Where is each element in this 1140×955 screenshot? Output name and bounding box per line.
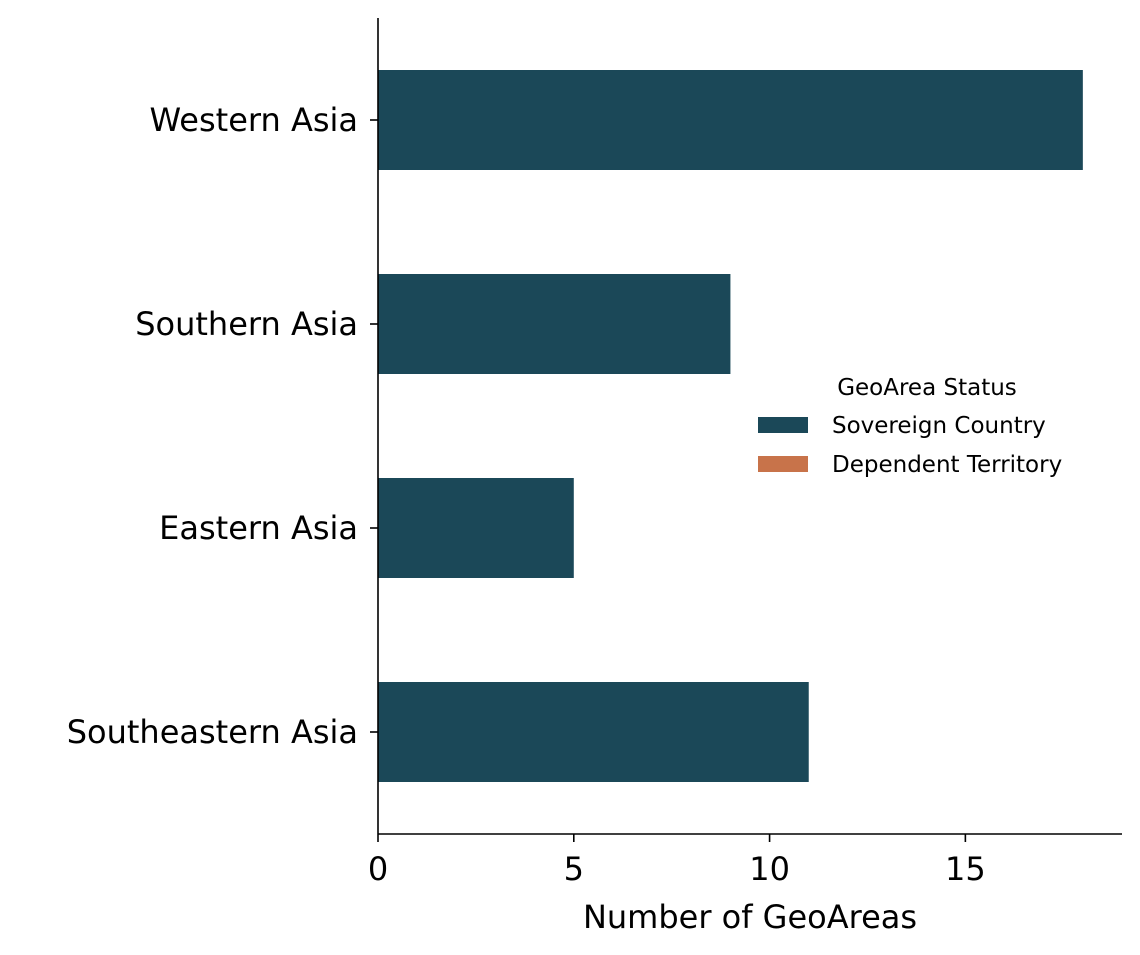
- legend-label-sovereign-country: Sovereign Country: [832, 413, 1046, 439]
- legend-title: GeoArea Status: [837, 375, 1017, 401]
- y-axis-ticks: Western Asia Southern Asia Eastern Asia Sou…: [67, 101, 378, 751]
- bar-eastern-asia-sovereign-country: [378, 478, 574, 578]
- legend-swatch-sovereign-country: [758, 417, 808, 433]
- y-tick-label-western-asia: Western Asia: [150, 101, 358, 139]
- bar-western-asia-sovereign-country: [378, 70, 1083, 170]
- x-tick-label-15: 15: [945, 850, 986, 888]
- legend: GeoArea Status Sovereign Country Depende…: [758, 375, 1062, 478]
- x-tick-label-0: 0: [368, 850, 388, 888]
- x-axis-ticks: 0 5 10 15: [368, 834, 986, 888]
- bars-group: [378, 70, 1083, 782]
- bar-southeastern-asia-sovereign-country: [378, 682, 809, 782]
- x-tick-label-10: 10: [749, 850, 790, 888]
- legend-swatch-dependent-territory: [758, 456, 808, 472]
- y-tick-label-southern-asia: Southern Asia: [135, 305, 358, 343]
- legend-label-dependent-territory: Dependent Territory: [832, 452, 1062, 478]
- y-tick-label-southeastern-asia: Southeastern Asia: [67, 713, 358, 751]
- y-tick-label-eastern-asia: Eastern Asia: [159, 509, 358, 547]
- x-axis-label: Number of GeoAreas: [583, 898, 917, 936]
- x-tick-label-5: 5: [564, 850, 584, 888]
- bar-southern-asia-sovereign-country: [378, 274, 731, 374]
